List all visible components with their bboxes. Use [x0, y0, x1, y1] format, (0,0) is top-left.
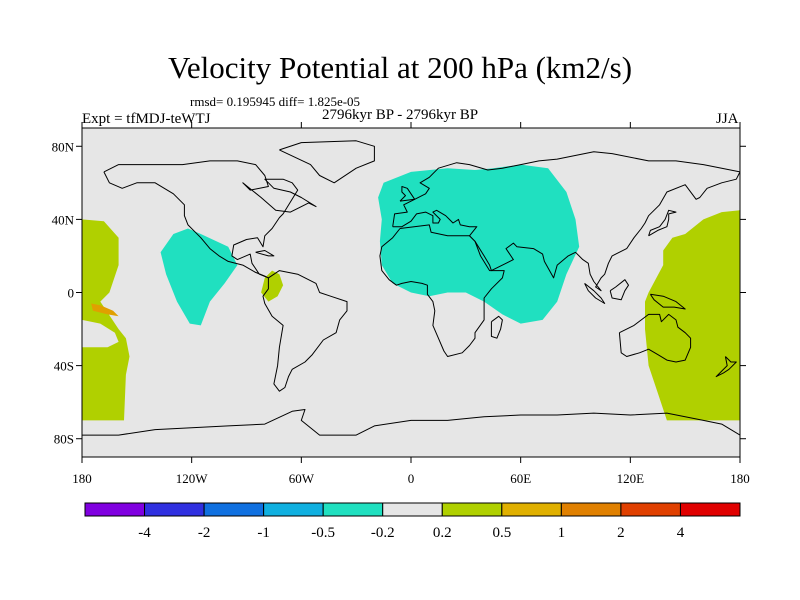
axis-ticks: 180 120W 60W 0 60E 120E 180 80N 40N 0 40S 80S — [52, 122, 750, 486]
region-south-america-positive — [261, 270, 284, 302]
chart-title: Velocity Potential at 200 hPa (km2/s) — [167, 50, 633, 85]
lat-tick-label: 40N — [52, 212, 75, 227]
colorbar-swatch — [203, 502, 265, 517]
region-eurasia-africa-negative — [378, 164, 580, 324]
colorbar-swatch — [263, 502, 324, 517]
colorbar-swatch — [322, 502, 384, 517]
coastline-antarctica — [82, 409, 740, 436]
colorbar-label: 0.5 — [492, 525, 511, 541]
lon-tick-label: 180 — [730, 471, 750, 486]
experiment-label: Expt = tfMDJ-teWTJ — [82, 111, 211, 127]
coastline-madagascar — [490, 315, 503, 339]
colorbar-label: 1 — [558, 525, 566, 541]
lat-tick-label: 80N — [52, 139, 75, 154]
coastline-borneo — [609, 279, 629, 301]
colorbar-label: -4 — [138, 525, 151, 541]
hole-pacific-hole — [82, 319, 119, 348]
coastline-new-zealand — [715, 356, 737, 378]
colorbar-swatch — [144, 502, 205, 517]
coastline-cuba — [255, 250, 275, 257]
lat-tick-label: 0 — [68, 286, 75, 301]
coastline-australia — [618, 313, 692, 363]
contour-regions — [82, 164, 740, 421]
coastline-greenland — [279, 140, 375, 184]
lat-tick-label: 40S — [54, 359, 74, 374]
season-label: JJA — [716, 111, 739, 127]
colorbar-swatch — [441, 502, 503, 517]
colorbar-swatch — [382, 502, 443, 517]
coastline-new-guinea — [649, 293, 686, 310]
region-pacific-positive-mid — [91, 303, 119, 317]
region-west-pacific-positive — [645, 210, 740, 421]
lon-tick-label: 60W — [289, 471, 315, 486]
coastline-uk — [399, 186, 416, 202]
colorbar-swatch — [84, 502, 146, 517]
colorbar-label: 0.2 — [433, 525, 452, 541]
lon-tick-label: 0 — [408, 471, 415, 486]
coastlines — [82, 140, 740, 436]
region-east-pacific-positive — [82, 219, 130, 421]
colorbar-swatch — [679, 502, 741, 517]
colorbar-label: -2 — [198, 525, 211, 541]
region-atlantic-negative — [160, 228, 238, 326]
colorbar-swatch — [560, 502, 622, 517]
colorbar-label: -1 — [257, 525, 270, 541]
coastline-europe-asia — [392, 151, 740, 292]
coastline-japan — [648, 209, 677, 237]
coastline-north-america — [103, 160, 317, 279]
colorbar-label: 4 — [677, 525, 685, 541]
colorbar-label: -0.5 — [311, 525, 335, 541]
lon-tick-label: 180 — [72, 471, 92, 486]
lon-tick-label: 120E — [617, 471, 645, 486]
coastline-south-america — [262, 270, 348, 392]
coastline-africa — [379, 224, 505, 357]
lon-tick-label: 120W — [176, 471, 209, 486]
colorbar-label: 2 — [617, 525, 625, 541]
colorbar-swatch — [620, 502, 681, 517]
colorbar-swatch — [501, 502, 562, 517]
stats-label: rmsd= 0.195945 diff= 1.825e-05 — [190, 94, 361, 109]
coastline-sumatra — [584, 283, 606, 304]
period-label: 2796kyr BP - 2796kyr BP — [322, 107, 479, 123]
lon-tick-label: 60E — [510, 471, 531, 486]
colorbar: -4 -2 -1 -0.5 -0.2 0.2 0.5 1 2 4 — [84, 502, 741, 541]
colorbar-label: -0.2 — [371, 525, 395, 541]
lat-tick-label: 80S — [54, 432, 74, 447]
